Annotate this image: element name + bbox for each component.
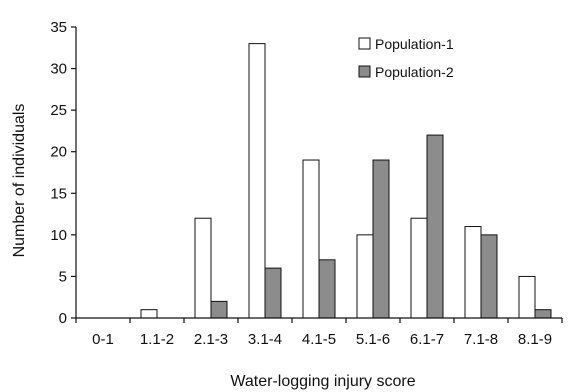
y-tick-label: 30: [50, 61, 67, 78]
legend-label: Population-2: [375, 64, 454, 80]
bar-population-1: [356, 234, 374, 319]
x-tick-label: 0-1: [92, 331, 114, 348]
x-tick-label: 4.1-5: [302, 331, 336, 348]
x-tick-label: 7.1-8: [464, 331, 498, 348]
x-axis-title: Water-logging injury score: [230, 373, 415, 390]
bar-population-2: [318, 259, 336, 319]
x-tick-label: 5.1-6: [356, 331, 390, 348]
bar-population-1: [302, 159, 320, 319]
bar-population-2: [210, 300, 228, 319]
bar-population-2: [534, 309, 552, 319]
y-axis-title: Number of individuals: [11, 104, 28, 258]
y-tick-label: 5: [59, 268, 67, 285]
legend-swatch: [358, 37, 371, 50]
bar-population-1: [464, 226, 482, 319]
bar-population-2: [264, 267, 282, 319]
axes-layer: [75, 27, 562, 319]
bar-population-1: [518, 275, 536, 319]
y-ticks: 0 5 10 15 20 25 30 35: [50, 19, 76, 327]
x-ticks: 0-1 1.1-2 2.1-3 3.1-4 4.1-5 5.1-6 6.1-7 7.1-8 8.…: [75, 318, 563, 348]
bars-layer: [140, 43, 552, 319]
y-tick-label: 35: [50, 19, 67, 36]
x-tick-label: 1.1-2: [140, 331, 174, 348]
bar-population-2: [372, 159, 390, 319]
x-tick-label: 8.1-9: [518, 331, 552, 348]
x-tick-label: 2.1-3: [194, 331, 228, 348]
bar-population-1: [194, 217, 212, 319]
bar-population-2: [480, 234, 498, 319]
bar-population-1: [140, 309, 158, 319]
legend-label: Population-1: [375, 36, 454, 52]
y-tick-label: 20: [50, 144, 67, 161]
legend: Population-1 Population-2: [358, 36, 454, 80]
bar-population-1: [248, 43, 266, 319]
y-tick-label: 25: [50, 102, 67, 119]
y-tick-label: 0: [59, 310, 67, 327]
bar-population-2: [426, 134, 444, 319]
x-tick-label: 3.1-4: [248, 331, 282, 348]
bar-population-1: [410, 217, 428, 319]
legend-swatch: [358, 65, 371, 78]
x-tick-label: 6.1-7: [410, 331, 444, 348]
y-tick-label: 15: [50, 185, 67, 202]
y-tick-label: 10: [50, 227, 67, 244]
